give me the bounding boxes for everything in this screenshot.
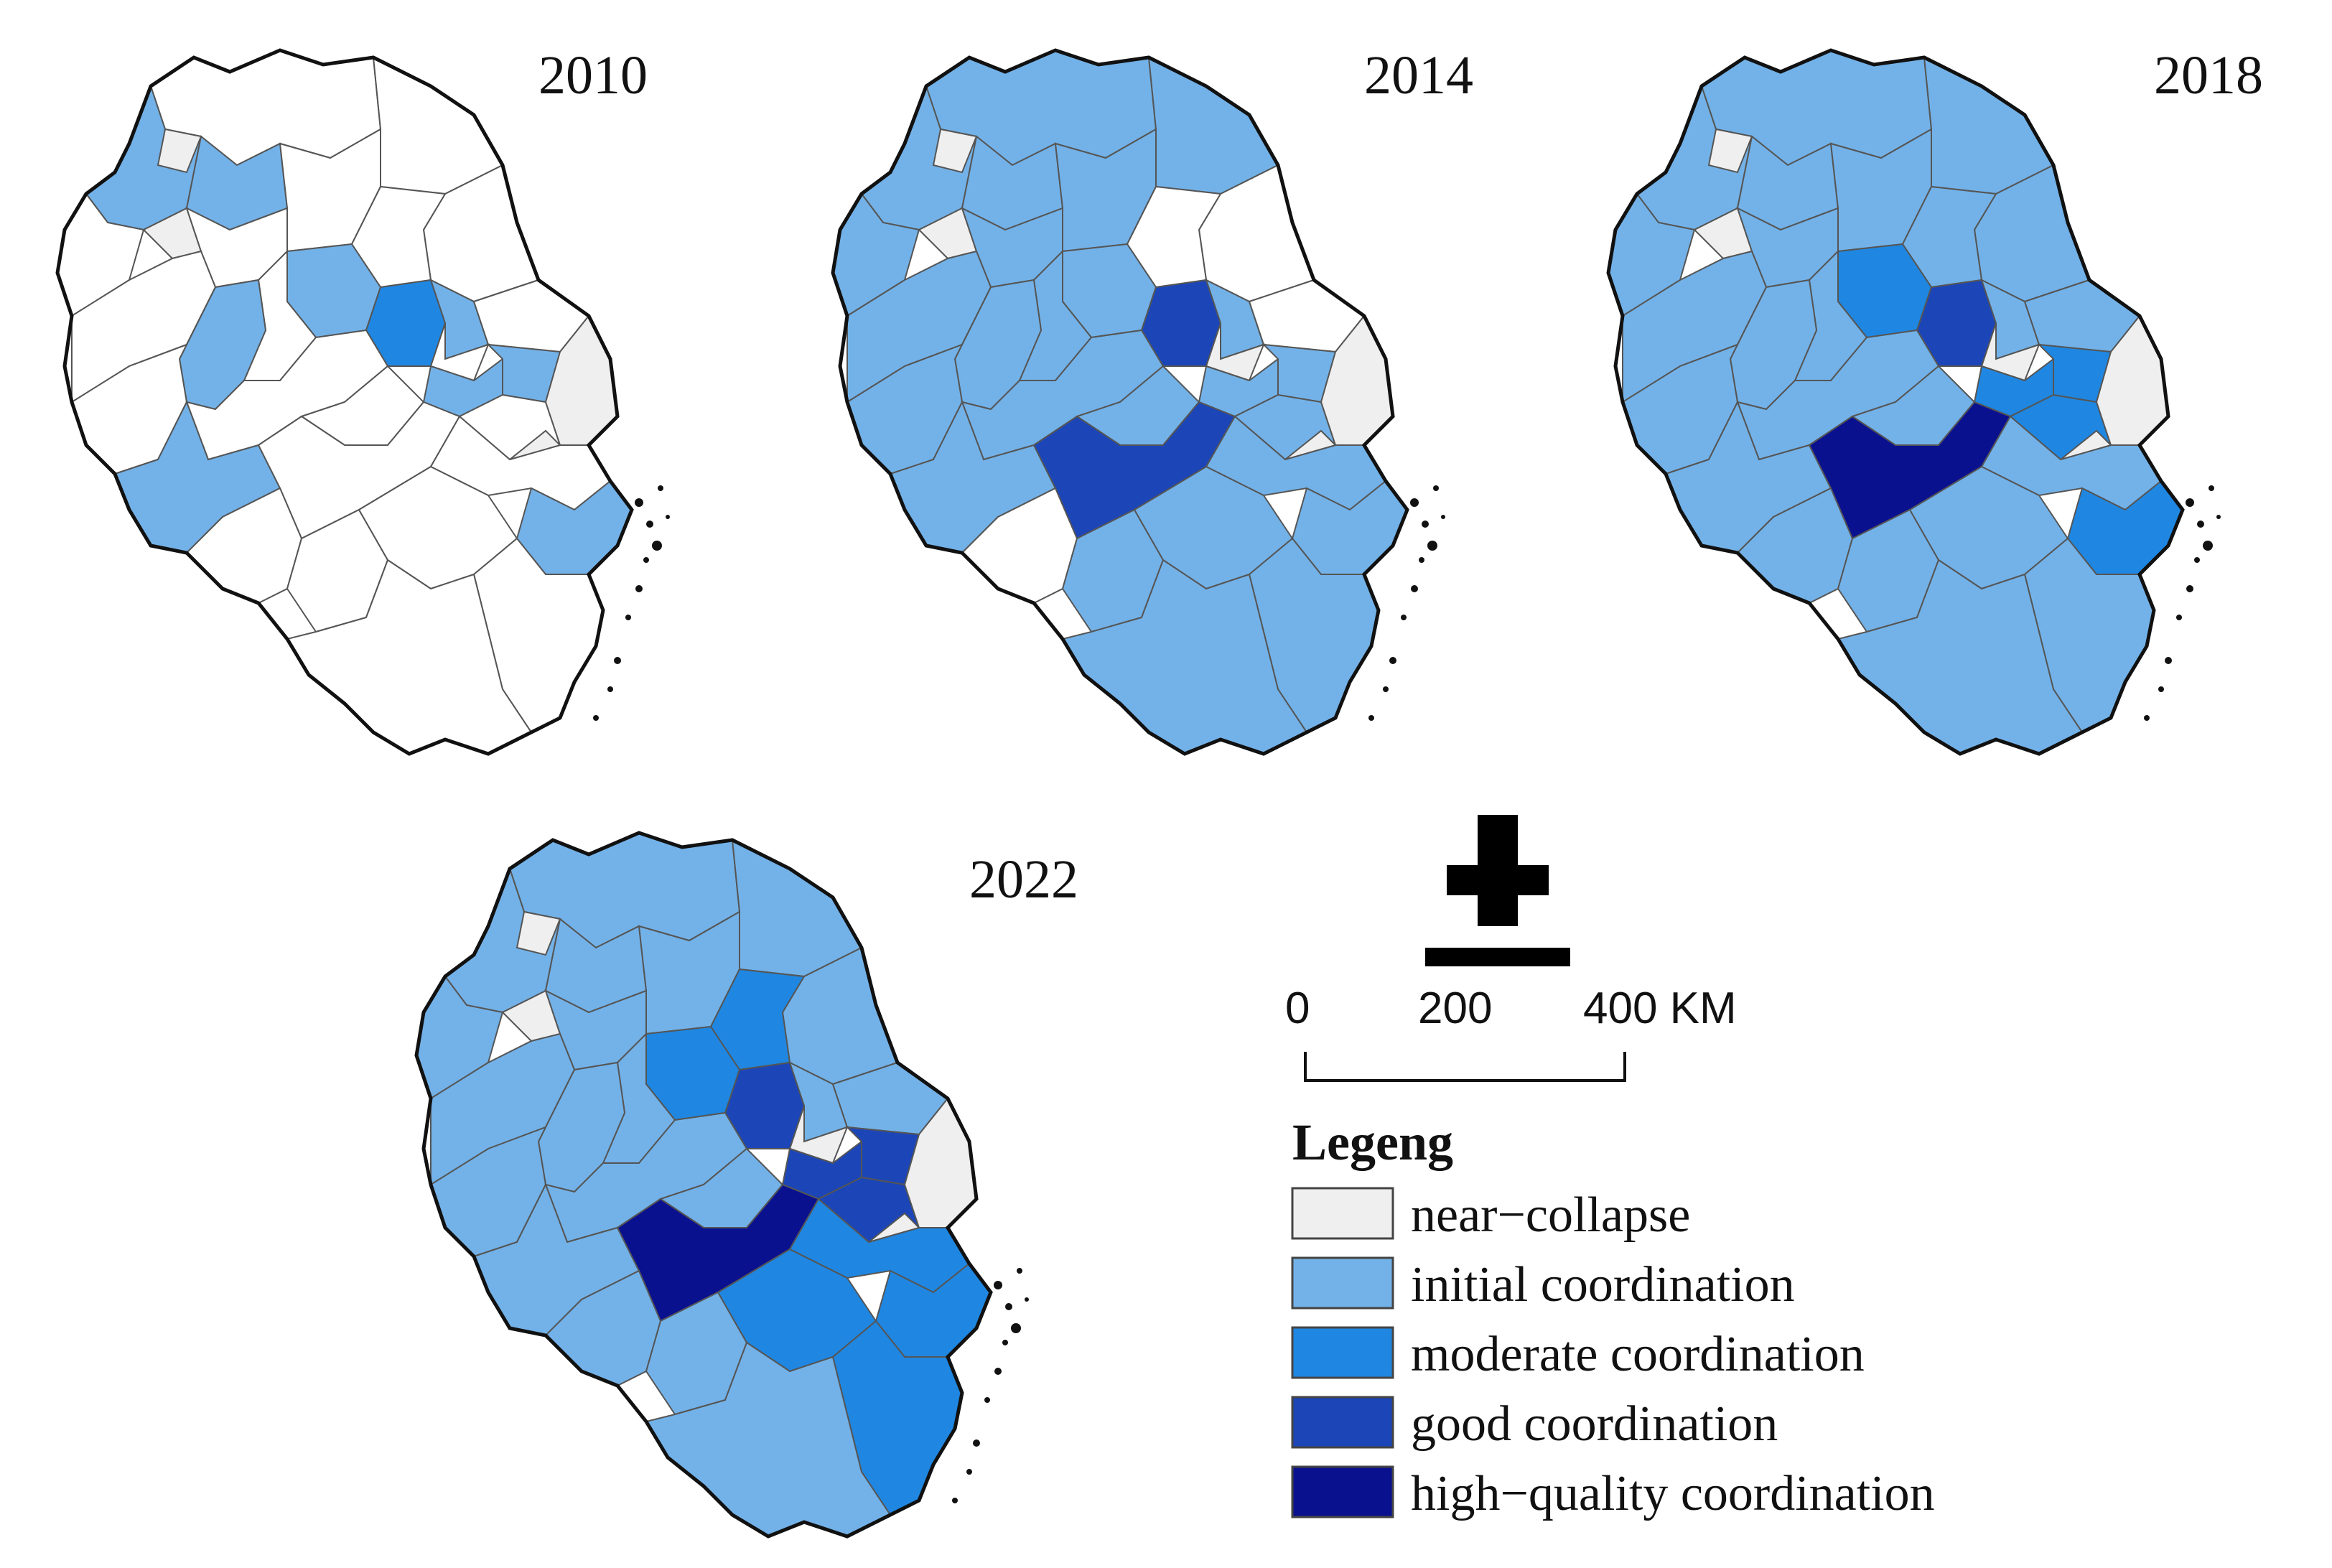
legend-swatch-moderate-coordination — [1291, 1326, 1394, 1379]
legend-label-moderate-coordination: moderate coordination — [1411, 1327, 1865, 1382]
legend: Legeng near−collapse initial coordinatio… — [1291, 1114, 1935, 1521]
island-1-2014 — [1422, 521, 1429, 528]
map-panel-2010 — [55, 48, 670, 756]
island-8-2022 — [952, 1498, 958, 1503]
legend-label-high-quality-coordination: high−quality coordination — [1411, 1466, 1935, 1521]
island-8-2010 — [593, 715, 599, 721]
year-label-2014: 2014 — [1364, 45, 1473, 106]
scale-tick-400: 400 KM — [1583, 984, 1737, 1033]
island-5-2014 — [1401, 615, 1407, 620]
map-region-r3-2018 — [1707, 128, 1753, 174]
map-region-r21-2022 — [788, 1105, 849, 1165]
island-2-2022 — [1011, 1323, 1021, 1333]
year-label-2010: 2010 — [538, 45, 648, 106]
island-3-2010 — [643, 557, 649, 563]
island-10-2010 — [666, 515, 670, 519]
map-region-r31-2014 — [1284, 429, 1337, 460]
map-outline-2022 — [414, 831, 993, 1539]
island-4-2022 — [994, 1368, 1002, 1375]
island-0-2014 — [1410, 498, 1419, 507]
map-region-r31-2010 — [509, 429, 561, 460]
region-group-2010 — [57, 50, 632, 754]
legend-swatch-initial-coordination — [1291, 1256, 1394, 1310]
legend-swatch-near-collapse — [1291, 1187, 1394, 1240]
island-0-2018 — [2186, 498, 2194, 507]
island-0-2022 — [994, 1281, 1002, 1289]
island-8-2018 — [2144, 715, 2150, 721]
scale-bar: 0 200 400 KM — [1285, 984, 1737, 1082]
map-panel-2022 — [414, 831, 1029, 1539]
island-6-2022 — [973, 1439, 980, 1447]
map-region-r3-2022 — [516, 910, 561, 956]
region-group-2014 — [833, 50, 1407, 754]
scale-bar-line — [1304, 1052, 1626, 1082]
island-8-2014 — [1368, 715, 1374, 721]
island-6-2018 — [2165, 657, 2172, 664]
map-outline-2014 — [831, 48, 1409, 756]
map-region-r31-2022 — [868, 1212, 920, 1243]
map-region-r5-2018 — [1923, 56, 2055, 195]
island-4-2010 — [635, 585, 643, 592]
scale-tick-0: 0 — [1285, 984, 1310, 1033]
island-6-2010 — [614, 657, 621, 664]
map-region-r21-2014 — [1205, 322, 1265, 382]
island-5-2010 — [625, 615, 631, 620]
legend-label-good-coordination: good coordination — [1411, 1396, 1778, 1452]
island-2-2014 — [1427, 541, 1437, 551]
region-group-2022 — [416, 833, 991, 1536]
map-region-r21-2018 — [1980, 322, 2040, 382]
map-region-r21-2010 — [429, 322, 490, 382]
island-7-2018 — [2158, 686, 2164, 692]
island-9-2014 — [1433, 485, 1439, 491]
scale-tick-200: 200 — [1418, 984, 1492, 1033]
island-1-2018 — [2197, 521, 2204, 528]
legend-label-initial-coordination: initial coordination — [1411, 1257, 1795, 1312]
island-3-2022 — [1002, 1340, 1008, 1345]
legend-swatch-high-quality-coordination — [1291, 1465, 1394, 1518]
island-5-2018 — [2176, 615, 2182, 620]
year-label-2018: 2018 — [2154, 45, 2263, 106]
island-2-2010 — [652, 541, 662, 551]
island-6-2014 — [1389, 657, 1396, 664]
north-arrow-icon — [1425, 815, 1570, 966]
island-2-2018 — [2203, 541, 2213, 551]
island-5-2022 — [984, 1397, 990, 1403]
island-7-2014 — [1383, 686, 1389, 692]
island-3-2018 — [2194, 557, 2200, 563]
year-label-2022: 2022 — [969, 849, 1078, 910]
island-1-2010 — [646, 521, 653, 528]
region-group-2018 — [1608, 50, 2183, 754]
island-4-2018 — [2186, 585, 2193, 592]
island-10-2014 — [1441, 515, 1445, 519]
island-7-2022 — [966, 1469, 972, 1475]
island-9-2022 — [1017, 1268, 1022, 1274]
map-panel-2018 — [1606, 48, 2221, 756]
map-region-r3-2010 — [157, 128, 202, 174]
island-3-2014 — [1419, 557, 1424, 563]
island-1-2022 — [1005, 1303, 1012, 1310]
island-7-2010 — [607, 686, 613, 692]
island-10-2022 — [1025, 1297, 1029, 1302]
island-4-2014 — [1411, 585, 1418, 592]
island-10-2018 — [2216, 515, 2221, 519]
island-0-2010 — [635, 498, 643, 507]
legend-swatch-good-coordination — [1291, 1396, 1394, 1449]
legend-label-near-collapse: near−collapse — [1411, 1187, 1690, 1243]
map-panel-2014 — [831, 48, 1445, 756]
map-region-r3-2014 — [932, 128, 978, 174]
island-9-2018 — [2209, 485, 2214, 491]
map-region-r31-2018 — [2060, 429, 2112, 460]
map-region-r5-2014 — [1147, 56, 1279, 195]
map-outline-2018 — [1606, 48, 2185, 756]
map-region-r5-2010 — [372, 56, 504, 195]
island-9-2010 — [658, 485, 663, 491]
map-region-r5-2022 — [731, 839, 863, 978]
map-outline-2010 — [55, 48, 634, 756]
legend-title: Legeng — [1292, 1114, 1453, 1171]
